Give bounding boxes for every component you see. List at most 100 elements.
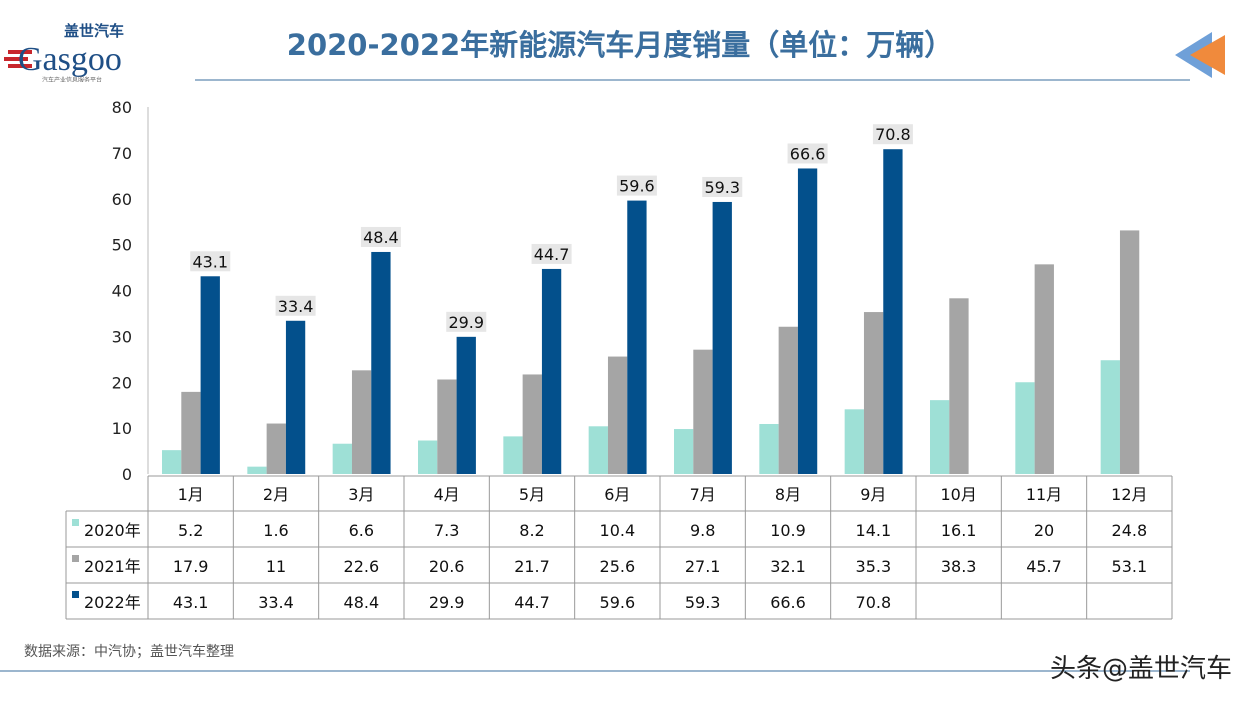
table-cell: 35.3	[856, 557, 892, 576]
y-tick-label: 40	[112, 282, 132, 301]
category-label: 11月	[1026, 485, 1062, 504]
table-cell: 6.6	[349, 521, 374, 540]
data-label: 33.4	[278, 297, 314, 316]
bar-2021年	[266, 423, 286, 474]
data-label-bg	[787, 143, 828, 164]
bar-2020年	[1015, 382, 1035, 474]
bar-2020年	[674, 429, 694, 474]
y-tick-label: 10	[112, 419, 132, 438]
bar-2021年	[437, 379, 457, 474]
table-cell: 59.3	[685, 593, 721, 612]
data-label-bg	[702, 176, 743, 197]
data-label-bg	[531, 243, 572, 264]
bar-2021年	[181, 391, 201, 474]
y-tick-label: 50	[112, 236, 132, 255]
bar-2022年	[627, 200, 647, 474]
table-cell: 29.9	[429, 593, 465, 612]
table-cell: 9.8	[690, 521, 715, 540]
data-label: 43.1	[192, 252, 228, 271]
bar-2020年	[503, 436, 523, 474]
category-label: 10月	[940, 485, 976, 504]
data-label: 44.7	[534, 245, 570, 264]
legend-swatch	[72, 519, 79, 526]
bar-2021年	[1034, 264, 1054, 474]
bar-2021年	[863, 312, 884, 474]
table-cell: 20.6	[429, 557, 465, 576]
data-label-bg	[275, 295, 316, 316]
bar-2020年	[930, 400, 950, 474]
bar-2022年	[200, 276, 220, 474]
table-cell: 21.7	[514, 557, 550, 576]
bar-2021年	[693, 349, 713, 474]
table-cell: 25.6	[600, 557, 636, 576]
table-cell: 66.6	[770, 593, 806, 612]
category-label: 4月	[434, 485, 460, 504]
table-cell: 17.9	[173, 557, 209, 576]
svg-text:Gasgoo: Gasgoo	[18, 41, 122, 78]
data-label-bg	[446, 311, 487, 332]
table-cell: 45.7	[1026, 557, 1062, 576]
bar-2022年	[883, 149, 903, 474]
data-label-bg	[872, 124, 913, 145]
table-cell: 20	[1034, 521, 1054, 540]
bar-2020年	[588, 426, 608, 474]
data-label: 59.6	[619, 177, 655, 196]
table-cell: 48.4	[344, 593, 380, 612]
data-label: 48.4	[363, 228, 399, 247]
y-tick-label: 60	[112, 190, 132, 209]
category-label: 9月	[860, 485, 886, 504]
bar-2021年	[1119, 230, 1140, 474]
table-cell: 22.6	[344, 557, 380, 576]
bar-2022年	[285, 320, 306, 474]
legend-swatch	[72, 555, 79, 562]
data-label: 70.8	[875, 125, 911, 144]
legend-label: 2022年	[84, 593, 141, 612]
category-label: 3月	[348, 485, 374, 504]
legend-swatch	[72, 591, 79, 598]
bar-2021年	[522, 374, 542, 474]
table-cell: 1.6	[263, 521, 288, 540]
category-label: 6月	[604, 485, 630, 504]
bar-2020年	[844, 409, 864, 474]
category-label: 2月	[263, 485, 289, 504]
table-cell: 44.7	[514, 593, 550, 612]
table-cell: 7.3	[434, 521, 459, 540]
svg-text:盖世汽车: 盖世汽车	[64, 22, 124, 40]
bar-2020年	[1100, 360, 1120, 474]
bar-2022年	[456, 336, 476, 474]
bar-2022年	[712, 201, 732, 474]
table-cell: 32.1	[770, 557, 806, 576]
table-cell: 53.1	[1112, 557, 1148, 576]
y-tick-label: 0	[122, 465, 132, 484]
y-tick-label: 30	[112, 327, 132, 346]
data-label: 59.3	[704, 178, 740, 197]
table-cell: 16.1	[941, 521, 977, 540]
category-label: 1月	[178, 485, 204, 504]
data-source: 数据来源：中汽协；盖世汽车整理	[24, 644, 234, 660]
table-cell: 10.4	[600, 521, 636, 540]
category-label: 12月	[1111, 485, 1147, 504]
data-label-bg	[190, 251, 231, 272]
category-label: 8月	[775, 485, 801, 504]
table-cell: 70.8	[856, 593, 892, 612]
table-cell: 33.4	[258, 593, 294, 612]
table-cell: 14.1	[856, 521, 892, 540]
table-cell: 27.1	[685, 557, 721, 576]
table-cell: 38.3	[941, 557, 977, 576]
watermark: 头条@盖世汽车	[1049, 654, 1232, 684]
bar-2020年	[759, 423, 779, 474]
data-label: 66.6	[790, 144, 826, 163]
bar-2022年	[541, 268, 562, 474]
table-cell: 8.2	[519, 521, 544, 540]
bar-2020年	[247, 466, 267, 474]
table-cell: 43.1	[173, 593, 209, 612]
bar-2021年	[778, 326, 798, 474]
data-label-bg	[616, 175, 657, 196]
bar-2020年	[332, 443, 352, 474]
y-tick-label: 70	[112, 144, 132, 163]
bar-2022年	[797, 168, 818, 474]
bar-2020年	[162, 450, 182, 474]
bar-2022年	[371, 251, 391, 474]
legend-label: 2020年	[84, 521, 141, 540]
